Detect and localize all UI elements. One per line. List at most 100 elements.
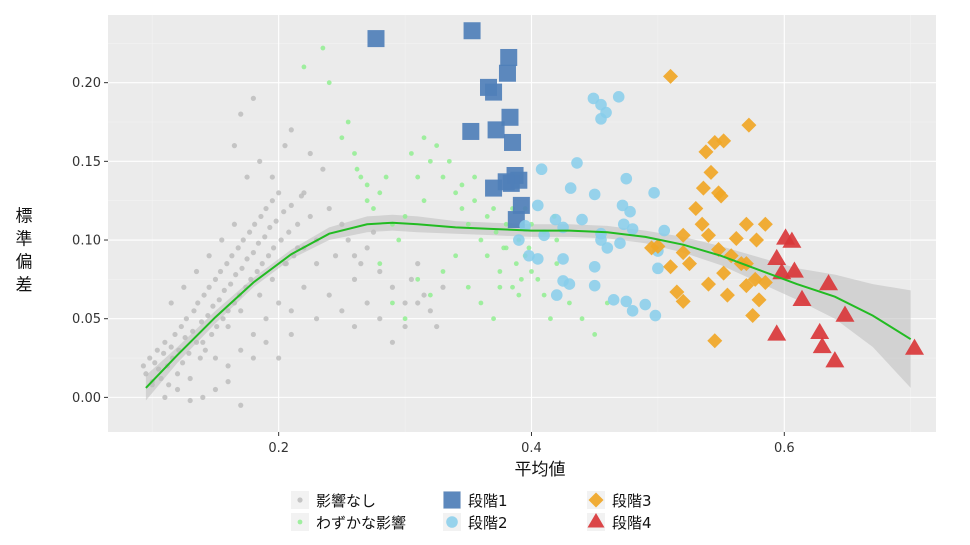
data-point [339, 221, 345, 227]
data-point [757, 275, 773, 291]
data-point [675, 245, 691, 261]
data-point [239, 265, 245, 271]
data-point [248, 276, 254, 282]
smooth-trend-line [145, 221, 912, 389]
data-point [532, 199, 544, 212]
data-point [377, 190, 383, 196]
data-point [269, 198, 275, 204]
data-point [147, 355, 153, 361]
data-point [219, 237, 225, 243]
data-point [212, 276, 219, 282]
data-point [351, 323, 358, 330]
data-point [238, 347, 244, 353]
data-point [465, 284, 471, 290]
data-point [140, 363, 146, 369]
data-point [512, 196, 530, 214]
data-point [504, 133, 522, 151]
data-point [174, 386, 181, 393]
data-point [675, 227, 691, 243]
data-point [681, 256, 697, 272]
data-point [905, 338, 925, 355]
data-point [172, 331, 178, 338]
data-point [648, 187, 660, 199]
x-axis-ticks: 0.2 0.4 0.6 [268, 432, 795, 456]
x-tick-label: 0.6 [774, 441, 795, 456]
data-point [238, 111, 244, 117]
data-point [257, 292, 263, 298]
data-point [216, 297, 222, 303]
data-point [179, 360, 186, 366]
data-point [649, 309, 662, 322]
y-axis-ticks: 0.00 0.05 0.10 0.15 0.20 [72, 76, 108, 406]
data-point [225, 379, 231, 385]
data-point [757, 216, 773, 232]
data-point [206, 284, 212, 290]
data-point [345, 237, 351, 243]
data-point [472, 198, 477, 204]
data-point [263, 316, 269, 322]
data-point [200, 339, 206, 345]
data-point [206, 253, 212, 259]
data-point [478, 237, 484, 243]
data-point [713, 188, 729, 204]
data-point [772, 263, 792, 280]
data-point [707, 333, 723, 349]
data-point [193, 339, 200, 345]
data-point [383, 174, 389, 180]
data-point [415, 174, 421, 180]
data-point [220, 316, 226, 322]
legend-key-marker [588, 492, 604, 508]
data-point [269, 174, 275, 180]
data-point [592, 332, 598, 337]
data-point [252, 221, 258, 227]
data-point [588, 260, 601, 273]
data-point [526, 245, 532, 251]
data-point [326, 205, 332, 212]
data-point [224, 261, 230, 267]
data-point [364, 182, 370, 188]
data-point [529, 269, 534, 274]
data-point [700, 276, 716, 292]
data-point [351, 253, 358, 259]
data-point [364, 245, 370, 251]
data-point [421, 292, 427, 298]
data-point [738, 216, 754, 232]
data-point [154, 347, 160, 353]
data-point [162, 394, 168, 400]
data-point [143, 371, 149, 377]
data-point [716, 133, 732, 149]
data-point [694, 216, 710, 232]
data-point [535, 163, 548, 176]
data-point [320, 45, 326, 51]
data-point [358, 261, 364, 267]
data-point [267, 224, 273, 231]
data-point [617, 218, 630, 231]
data-point [415, 276, 421, 282]
data-point [389, 339, 396, 345]
data-point [663, 68, 679, 84]
data-point [250, 95, 256, 101]
data-point [549, 213, 562, 226]
data-point [463, 22, 481, 40]
data-point [588, 279, 601, 292]
data-point [158, 375, 164, 382]
data-point [792, 289, 812, 306]
data-point [434, 323, 440, 330]
data-point [161, 350, 167, 356]
data-point [453, 253, 459, 259]
data-point [421, 135, 427, 141]
data-point [550, 289, 563, 301]
data-point [532, 253, 544, 265]
data-point [209, 331, 215, 338]
data-point [501, 108, 519, 126]
legend-key-marker [443, 491, 461, 509]
data-point [503, 221, 509, 227]
data-point [427, 308, 433, 314]
data-point [658, 224, 671, 237]
data-point [564, 182, 577, 194]
data-point [825, 351, 845, 368]
data-point [607, 294, 620, 306]
data-point [244, 174, 250, 180]
data-point [728, 230, 744, 246]
data-point [233, 272, 239, 278]
